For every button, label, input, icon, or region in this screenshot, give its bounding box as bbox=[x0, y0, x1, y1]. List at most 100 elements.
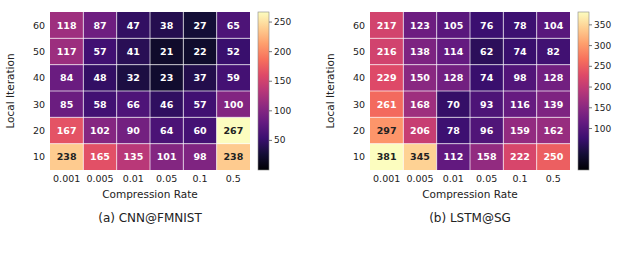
cell-label: 217 bbox=[377, 20, 397, 31]
colorbar-tick bbox=[269, 110, 272, 111]
cell-label: 32 bbox=[127, 72, 140, 83]
heatmap-cell bbox=[437, 12, 470, 38]
cell-label: 216 bbox=[377, 46, 397, 57]
cell-label: 66 bbox=[127, 99, 141, 110]
cell-label: 46 bbox=[160, 99, 174, 110]
colorbar-tick bbox=[589, 24, 592, 25]
cell-label: 162 bbox=[543, 125, 563, 136]
heatmap-cell bbox=[83, 144, 116, 170]
cell-label: 118 bbox=[57, 20, 77, 31]
y-tick-label: 20 bbox=[33, 125, 45, 136]
cell-label: 114 bbox=[443, 46, 463, 57]
heatmap-cell bbox=[537, 117, 570, 143]
heatmap-cell bbox=[150, 91, 183, 117]
cell-label: 101 bbox=[157, 151, 177, 162]
cell-label: 41 bbox=[127, 46, 140, 57]
colorbar-tick-label: 150 bbox=[274, 76, 291, 86]
cell-label: 57 bbox=[193, 99, 206, 110]
heatmap-cell bbox=[117, 65, 150, 91]
cell-label: 57 bbox=[93, 46, 106, 57]
y-axis-label: Local Iteration bbox=[324, 53, 336, 128]
heatmap-cell bbox=[470, 144, 503, 170]
cell-label: 78 bbox=[447, 125, 461, 136]
cell-label: 64 bbox=[160, 125, 174, 136]
heatmap-cell bbox=[150, 12, 183, 38]
cell-label: 102 bbox=[90, 125, 110, 136]
heatmap-cell bbox=[503, 91, 536, 117]
heatmap-cell bbox=[150, 38, 183, 64]
colorbar-tick-label: 150 bbox=[594, 103, 611, 113]
cell-label: 70 bbox=[447, 99, 461, 110]
heatmap-cell bbox=[83, 12, 116, 38]
heatmap-cell bbox=[537, 91, 570, 117]
heatmap-cell bbox=[503, 12, 536, 38]
heatmap-cell bbox=[183, 117, 216, 143]
heatmap-cell bbox=[437, 144, 470, 170]
x-tick-label: 0.005 bbox=[86, 173, 113, 184]
cell-label: 238 bbox=[57, 151, 77, 162]
cell-label: 65 bbox=[227, 20, 240, 31]
x-tick-label: 0.5 bbox=[226, 173, 241, 184]
heatmap-cell bbox=[50, 91, 83, 117]
cell-label: 112 bbox=[443, 151, 463, 162]
heatmap-cell bbox=[470, 91, 503, 117]
x-tick-label: 0.1 bbox=[192, 173, 207, 184]
cell-label: 98 bbox=[513, 72, 527, 83]
heatmap-cell bbox=[370, 65, 403, 91]
colorbar-tick-label: 250 bbox=[274, 17, 291, 27]
colorbar-tick-label: 200 bbox=[594, 82, 611, 92]
y-tick-label: 10 bbox=[353, 151, 365, 162]
heatmap-cell bbox=[470, 117, 503, 143]
grid-line bbox=[50, 38, 250, 39]
colorbar-tick-label: 300 bbox=[594, 41, 611, 51]
heatmap-cell bbox=[403, 65, 436, 91]
figure: 2381651351019823816710290646026785586646… bbox=[0, 0, 640, 265]
heatmap-cell bbox=[117, 91, 150, 117]
cell-label: 116 bbox=[510, 99, 530, 110]
y-tick-label: 60 bbox=[33, 20, 45, 31]
colorbar-tick-label: 250 bbox=[594, 61, 611, 71]
heatmap-cell bbox=[150, 144, 183, 170]
grid-line bbox=[50, 143, 250, 144]
colorbar-tick bbox=[269, 81, 272, 82]
cell-label: 297 bbox=[377, 125, 397, 136]
cell-label: 345 bbox=[410, 151, 430, 162]
heatmap-cell bbox=[437, 91, 470, 117]
cell-label: 96 bbox=[480, 125, 494, 136]
heatmap-cell bbox=[503, 144, 536, 170]
grid-line bbox=[370, 91, 570, 92]
cell-label: 139 bbox=[543, 99, 563, 110]
heatmap-cell bbox=[183, 12, 216, 38]
heatmap-cell bbox=[537, 12, 570, 38]
heatmap-cell bbox=[217, 91, 250, 117]
colorbar bbox=[578, 12, 589, 170]
colorbar-tick bbox=[269, 51, 272, 52]
cells bbox=[370, 12, 570, 170]
heatmap-cell bbox=[470, 65, 503, 91]
cell-label: 117 bbox=[57, 46, 77, 57]
cell-label: 150 bbox=[410, 72, 430, 83]
cell-label: 21 bbox=[160, 46, 173, 57]
heatmap-cell bbox=[370, 117, 403, 143]
y-tick-label: 20 bbox=[353, 125, 365, 136]
cell-label: 82 bbox=[547, 46, 560, 57]
cell-label: 74 bbox=[480, 72, 494, 83]
y-tick-label: 40 bbox=[33, 72, 45, 83]
title: (b) LSTM@SG bbox=[429, 211, 511, 225]
x-tick-label: 0.001 bbox=[373, 173, 400, 184]
cell-label: 229 bbox=[377, 72, 397, 83]
cell-label: 58 bbox=[93, 99, 107, 110]
x-tick-label: 0.5 bbox=[546, 173, 561, 184]
colorbar-tick bbox=[269, 22, 272, 23]
heatmap-cell bbox=[117, 144, 150, 170]
heatmap-cell bbox=[83, 38, 116, 64]
y-tick-label: 30 bbox=[353, 99, 365, 110]
heatmap-cell bbox=[217, 117, 250, 143]
grid-line bbox=[370, 117, 570, 118]
cell-label: 104 bbox=[543, 20, 563, 31]
cell-label: 47 bbox=[127, 20, 140, 31]
cell-label: 267 bbox=[223, 125, 243, 136]
cell-label: 52 bbox=[227, 46, 240, 57]
heatmap-cell bbox=[537, 38, 570, 64]
grid-line bbox=[370, 143, 570, 144]
